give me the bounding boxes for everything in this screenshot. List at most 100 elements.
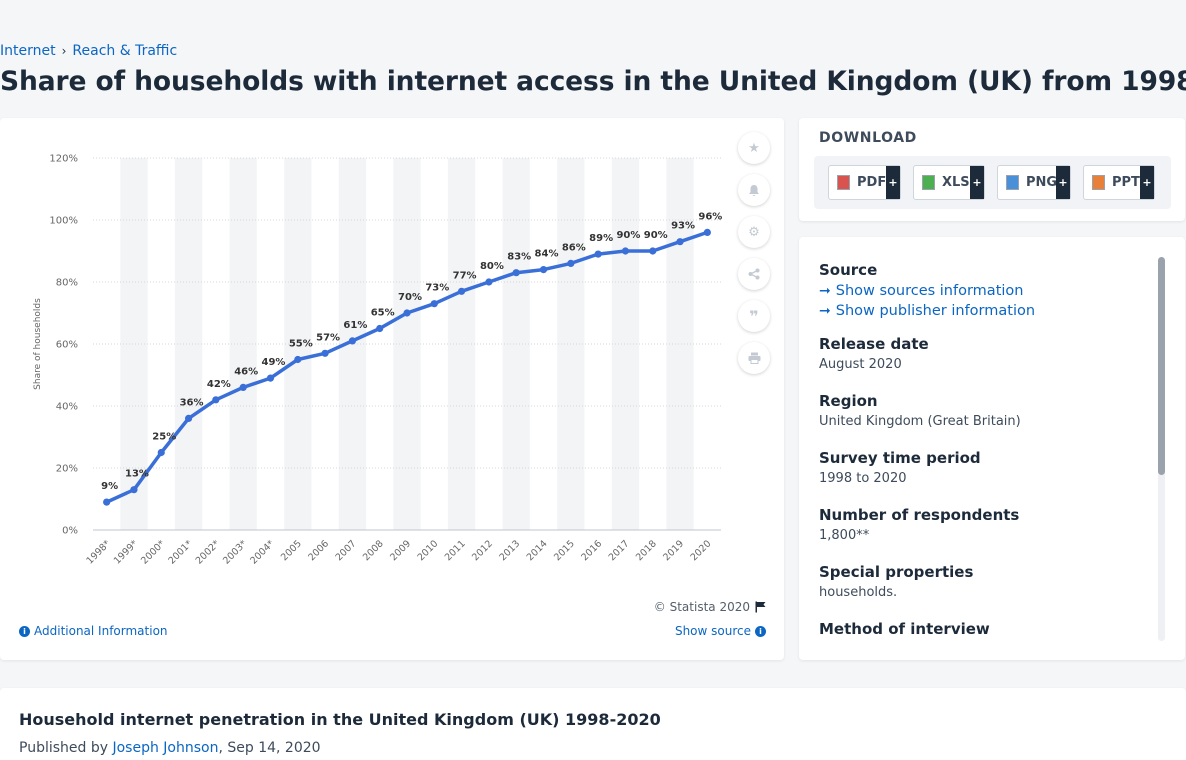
- data-point[interactable]: [594, 250, 602, 258]
- y-tick-label: 0%: [62, 526, 78, 537]
- x-tick-label: 2013: [497, 538, 522, 563]
- survey-period-value: 1998 to 2020: [819, 471, 907, 486]
- download-xls-plus[interactable]: +: [970, 166, 984, 199]
- region-value: United Kingdom (Great Britain): [819, 414, 1021, 429]
- x-tick-label: 2015: [552, 538, 577, 563]
- show-publisher-label: Show publisher information: [835, 303, 1036, 319]
- pdf-file-icon: [837, 175, 850, 190]
- column-band: [393, 158, 421, 530]
- download-xls-button[interactable]: XLS +: [913, 165, 985, 200]
- region-label: Region: [819, 392, 878, 410]
- data-point[interactable]: [321, 349, 329, 357]
- line-chart: 0% 20% 40% 60% 80% 100% 120% Share of household…: [33, 154, 722, 567]
- release-date-label: Release date: [819, 335, 929, 353]
- data-point[interactable]: [649, 247, 657, 255]
- show-source-link[interactable]: Show source i: [675, 624, 766, 638]
- y-tick-label: 20%: [56, 464, 78, 475]
- x-tick-label: 2007: [334, 538, 359, 563]
- y-tick-label: 40%: [56, 402, 78, 413]
- chart-card: 0% 20% 40% 60% 80% 100% 120% Share of household…: [0, 118, 784, 660]
- download-pdf-plus[interactable]: +: [886, 166, 900, 199]
- data-label: 89%: [589, 233, 613, 244]
- data-point[interactable]: [212, 396, 220, 404]
- data-label: 80%: [480, 261, 504, 272]
- data-point[interactable]: [403, 309, 411, 317]
- info-icon: i: [19, 625, 30, 637]
- x-tick-label: 1998*: [85, 538, 113, 566]
- print-icon[interactable]: [738, 342, 770, 374]
- data-label: 93%: [671, 221, 695, 232]
- arrow-right-icon: ➞: [819, 283, 831, 299]
- x-tick-label: 2016: [579, 538, 604, 563]
- data-label: 36%: [180, 397, 204, 408]
- y-tick-label: 120%: [49, 154, 78, 165]
- x-tick-label: 2001*: [166, 538, 194, 566]
- author-link[interactable]: Joseph Johnson: [112, 740, 219, 756]
- data-point[interactable]: [130, 486, 138, 494]
- star-icon[interactable]: ★: [738, 132, 770, 164]
- data-point[interactable]: [512, 269, 520, 277]
- data-label: 84%: [535, 249, 559, 260]
- x-tick-label: 2006: [306, 538, 331, 563]
- data-label: 13%: [125, 469, 149, 480]
- source-label: Source: [819, 261, 878, 279]
- x-tick-label: 2002*: [194, 538, 222, 566]
- data-point[interactable]: [703, 228, 711, 236]
- download-ppt-plus[interactable]: +: [1140, 166, 1154, 199]
- share-icon[interactable]: [738, 258, 770, 290]
- additional-information-label: Additional Information: [34, 624, 168, 638]
- top-bar: [0, 0, 1186, 40]
- data-label: 65%: [371, 308, 395, 319]
- data-point[interactable]: [621, 247, 630, 255]
- download-ppt-button[interactable]: PPT +: [1083, 165, 1155, 200]
- data-point[interactable]: [103, 498, 111, 506]
- quote-icon[interactable]: ❞: [738, 300, 770, 332]
- data-label: 96%: [698, 211, 722, 222]
- download-title: DOWNLOAD: [819, 130, 917, 146]
- x-tick-label: 2018: [634, 538, 659, 563]
- show-publisher-link[interactable]: ➞ Show publisher information: [819, 303, 1149, 319]
- y-axis-label: Share of households: [33, 298, 43, 390]
- data-point[interactable]: [458, 287, 466, 295]
- breadcrumb: Internet › Reach & Traffic: [0, 43, 177, 59]
- data-point[interactable]: [485, 278, 493, 286]
- data-point[interactable]: [430, 300, 438, 308]
- bell-icon[interactable]: [738, 174, 770, 206]
- breadcrumb-item-internet[interactable]: Internet: [0, 43, 56, 59]
- data-point[interactable]: [184, 414, 193, 422]
- download-png-plus[interactable]: +: [1056, 166, 1070, 199]
- data-point[interactable]: [239, 383, 247, 391]
- column-band: [120, 158, 148, 530]
- show-sources-link[interactable]: ➞ Show sources information: [819, 283, 1149, 299]
- data-label: 90%: [616, 230, 640, 241]
- data-label: 49%: [262, 357, 286, 368]
- x-tick-label: 2000*: [139, 538, 167, 566]
- download-pdf-button[interactable]: PDF +: [828, 165, 901, 200]
- data-label: 90%: [644, 230, 668, 241]
- download-png-button[interactable]: PNG +: [997, 165, 1071, 200]
- data-point[interactable]: [539, 266, 548, 274]
- data-point[interactable]: [294, 355, 302, 364]
- data-label: 46%: [234, 366, 258, 377]
- download-xls-label: XLS: [942, 175, 970, 190]
- xls-file-icon: [922, 175, 935, 190]
- data-point[interactable]: [676, 238, 684, 246]
- breadcrumb-separator: ›: [61, 44, 67, 58]
- data-point[interactable]: [348, 337, 356, 345]
- data-point[interactable]: [157, 448, 165, 457]
- y-tick-label: 60%: [56, 340, 78, 351]
- data-point[interactable]: [567, 259, 575, 267]
- x-tick-label: 2008: [361, 538, 386, 563]
- data-label: 73%: [425, 283, 449, 294]
- respondents-value: 1,800**: [819, 528, 870, 543]
- flag-icon[interactable]: [755, 601, 766, 613]
- data-point[interactable]: [266, 374, 275, 382]
- info-icon: i: [755, 625, 766, 637]
- gear-icon[interactable]: ⚙: [738, 216, 770, 248]
- copyright-text: © Statista 2020: [653, 600, 750, 614]
- data-point[interactable]: [376, 324, 384, 333]
- breadcrumb-item-reach-traffic[interactable]: Reach & Traffic: [72, 43, 178, 59]
- additional-information-link[interactable]: i Additional Information: [19, 624, 168, 638]
- data-label: 57%: [316, 332, 340, 343]
- scrollbar-thumb[interactable]: [1158, 257, 1165, 475]
